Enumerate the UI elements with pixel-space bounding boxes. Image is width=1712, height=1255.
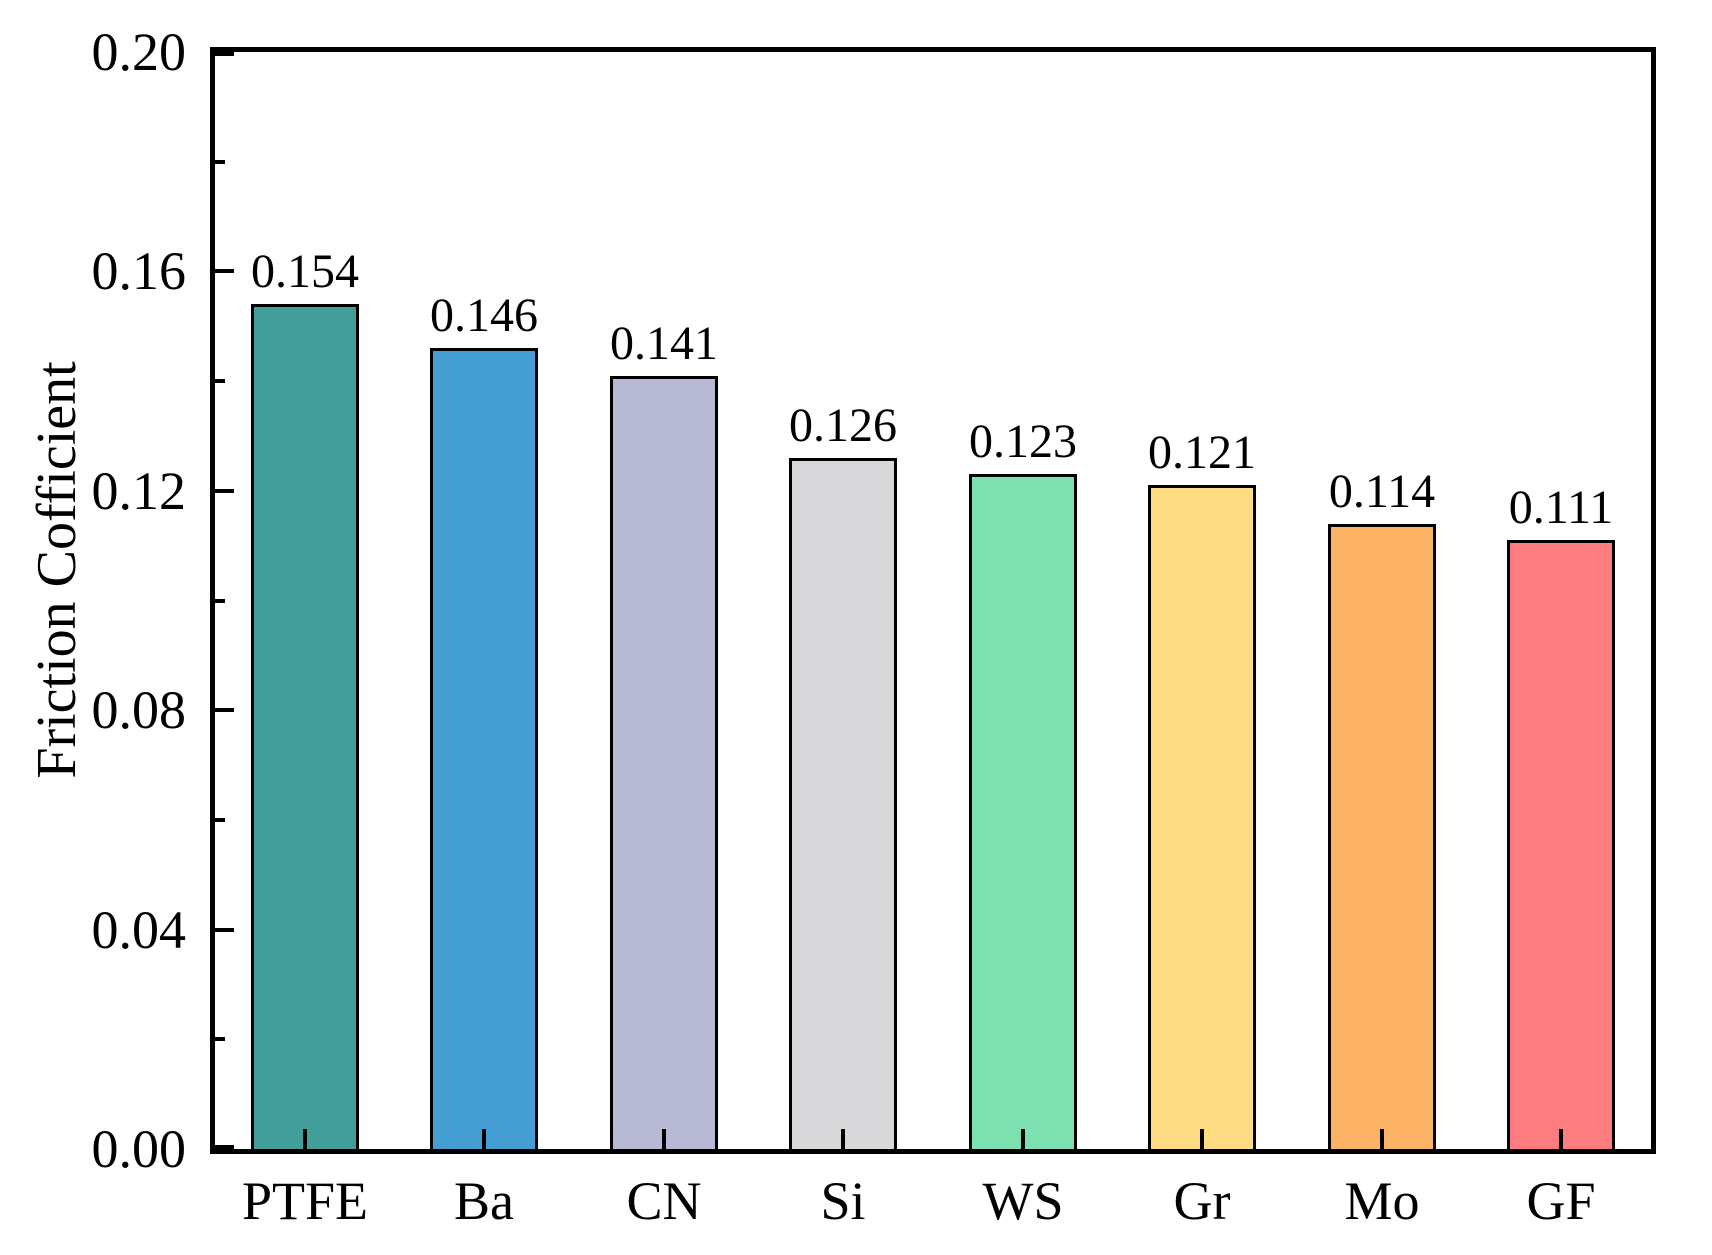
y-axis-minor-tick <box>215 160 225 164</box>
x-category-label-Si: Si <box>820 1171 866 1231</box>
y-axis-major-tick <box>215 269 234 273</box>
bar-value-label: 0.121 <box>1148 426 1256 479</box>
x-axis-tick <box>303 1129 307 1149</box>
y-tick-label: 0.08 <box>91 680 187 740</box>
bar-value-label: 0.123 <box>969 415 1077 468</box>
x-axis-tick <box>841 1129 845 1149</box>
y-axis-minor-tick <box>215 599 225 603</box>
bar-value-label: 0.114 <box>1328 465 1436 518</box>
x-axis-tick <box>1200 1129 1204 1149</box>
bar-CN <box>610 376 718 1149</box>
bar-value-label: 0.111 <box>1508 481 1614 534</box>
y-tick-label: 0.00 <box>91 1119 187 1179</box>
x-axis-tick <box>1559 1129 1563 1149</box>
bar-Ba <box>430 348 538 1149</box>
bar-Mo <box>1328 524 1436 1149</box>
bar-GF <box>1507 540 1615 1149</box>
y-axis-major-tick <box>215 1145 234 1149</box>
x-axis-tick <box>662 1129 666 1149</box>
y-tick-label: 0.04 <box>91 900 187 960</box>
y-axis-minor-tick <box>215 379 225 383</box>
bar-WS <box>969 474 1077 1149</box>
x-axis-tick <box>1021 1129 1025 1149</box>
bar-value-label: 0.126 <box>789 399 897 452</box>
x-category-label-Gr: Gr <box>1173 1171 1231 1231</box>
y-tick-label: 0.12 <box>91 461 187 521</box>
x-category-label-CN: CN <box>626 1171 702 1231</box>
bar-Si <box>789 458 897 1149</box>
x-axis-tick <box>1380 1129 1384 1149</box>
plot-area: 0.154 0.146 0.141 0.126 0.123 0.121 0.114 0.111 <box>210 47 1656 1154</box>
y-axis-major-tick <box>215 52 234 56</box>
bar-value-label: 0.141 <box>610 317 718 370</box>
x-category-label-GF: GF <box>1526 1171 1596 1231</box>
bar-value-label: 0.154 <box>251 245 359 298</box>
bar-PTFE <box>251 304 359 1149</box>
bar-value-label: 0.146 <box>430 289 538 342</box>
x-category-label-WS: WS <box>982 1171 1064 1231</box>
x-category-label-Mo: Mo <box>1344 1171 1420 1231</box>
x-category-label-PTFE: PTFE <box>241 1171 369 1231</box>
x-axis-tick <box>482 1129 486 1149</box>
y-tick-label: 0.20 <box>91 22 187 82</box>
y-axis-major-tick <box>215 489 234 493</box>
y-axis-major-tick <box>215 708 234 712</box>
y-axis-minor-tick <box>215 1037 225 1041</box>
x-category-label-Ba: Ba <box>454 1171 514 1231</box>
y-tick-label: 0.16 <box>91 241 187 301</box>
y-axis-major-tick <box>215 928 234 932</box>
bar-Gr <box>1148 485 1256 1149</box>
y-axis-minor-tick <box>215 818 225 822</box>
